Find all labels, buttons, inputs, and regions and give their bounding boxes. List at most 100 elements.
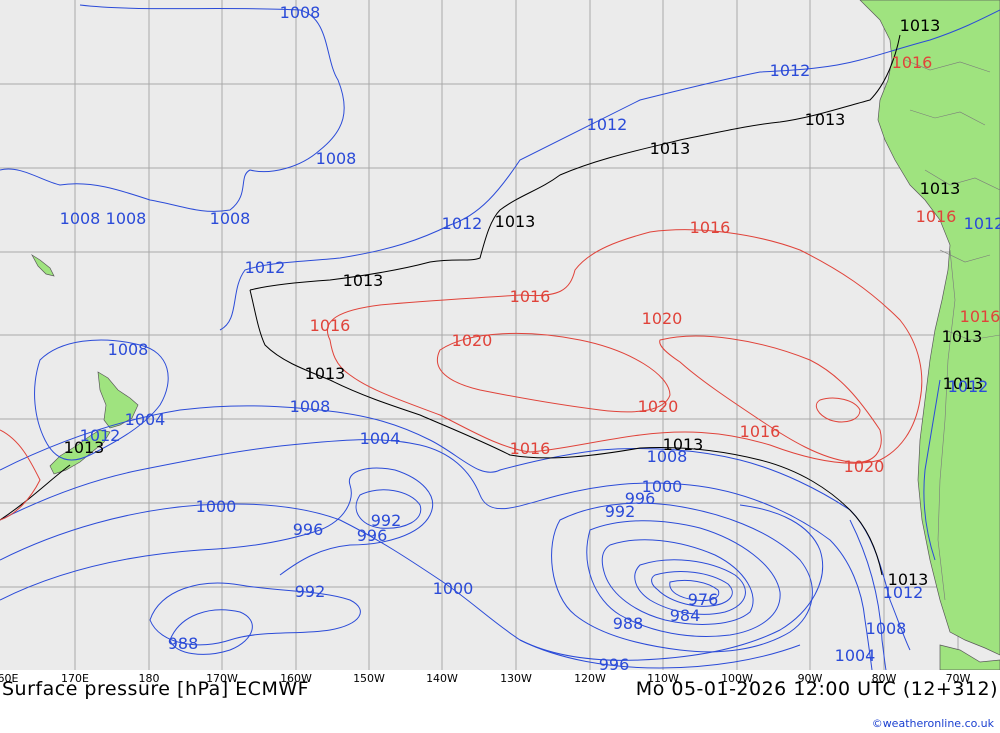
isobar-label: 1008 [866, 619, 907, 638]
isobar-label: 996 [625, 489, 656, 508]
isobar-992-southwest [149, 582, 361, 646]
isobar-984-east [634, 559, 746, 615]
isobar-1013-north [249, 34, 901, 291]
isobar-label: 1008 [290, 397, 331, 416]
isobar-label: 1013 [942, 327, 983, 346]
longitude-label: 170W [206, 672, 238, 685]
longitude-label: 100W [721, 672, 753, 685]
isobar-1008-nz [34, 339, 169, 461]
isobar-1013-main [249, 289, 883, 576]
isobar-label: 992 [295, 582, 326, 601]
isobar-labels: 1008 1008 1008 1008 1008 1012 1012 1012 … [60, 3, 1000, 670]
isobar-988-east [601, 539, 754, 625]
isobar-1016 [327, 229, 923, 464]
isobar-label: 992 [605, 502, 636, 521]
isobar-label: 1016 [690, 218, 731, 237]
isobar-label: 1012 [587, 115, 628, 134]
isobar-1008-southeast [849, 519, 887, 670]
isobar-label: 1012 [442, 214, 483, 233]
surface-pressure-map: 1008 1008 1008 1008 1008 1012 1012 1012 … [0, 0, 1000, 670]
longitude-label: 160W [280, 672, 312, 685]
isobar-label: 1016 [892, 53, 933, 72]
isobar-label: 1016 [510, 439, 551, 458]
isobar-1012-north [219, 9, 1000, 331]
isobar-1020-cell [815, 397, 861, 423]
isobar-label: 1013 [305, 364, 346, 383]
longitude-label: 60E [0, 672, 19, 685]
isobar-996-east [551, 502, 813, 653]
longitude-label: 140W [426, 672, 458, 685]
land-masses [31, 0, 1000, 670]
isobar-1008-north [0, 4, 345, 212]
isobar-label: 996 [599, 655, 630, 670]
longitude-label: 150W [353, 672, 385, 685]
isobar-label: 1013 [650, 139, 691, 158]
isobar-label: 1013 [888, 570, 929, 589]
isobar-988-southwest [169, 609, 253, 655]
isobar-label: 1016 [916, 207, 957, 226]
isobar-label: 1020 [638, 397, 679, 416]
isobar-label: 1000 [196, 497, 237, 516]
isobar-label: 1008 [647, 447, 688, 466]
isobar-label: 1020 [452, 331, 493, 350]
isobar-label: 1016 [960, 307, 1000, 326]
isobar-976-east [669, 579, 720, 601]
isobar-label: 984 [670, 606, 701, 625]
isobar-label: 1020 [844, 457, 885, 476]
isobar-label: 988 [168, 634, 199, 653]
isobar-label: 1013 [943, 374, 984, 393]
longitude-label: 90W [797, 672, 823, 685]
isobar-label: 1013 [64, 438, 105, 457]
isobar-996-west [0, 467, 433, 601]
isobar-992-west-cell [355, 489, 422, 529]
south-america-land [859, 0, 1000, 656]
map-title: Surface pressure [hPa] ECMWF [2, 678, 310, 700]
isobar-label: 1012 [964, 214, 1000, 233]
isobar-label: 1012 [948, 377, 989, 396]
isobar-label: 996 [293, 520, 324, 539]
isobar-label: 1013 [805, 110, 846, 129]
isobar-label: 1016 [510, 287, 551, 306]
isobar-label: 1013 [920, 179, 961, 198]
isobar-label: 1012 [770, 61, 811, 80]
isobar-label: 1013 [900, 16, 941, 35]
isobar-1000-south [0, 503, 824, 661]
isobar-1013-nz [0, 464, 71, 521]
isobar-1020 [437, 332, 671, 413]
longitude-label: 170E [61, 672, 89, 685]
longitude-label: 120W [574, 672, 606, 685]
credit-link[interactable]: ©weatheronline.co.uk [871, 717, 994, 730]
isobar-label: 992 [371, 511, 402, 530]
longitude-label: 130W [500, 672, 532, 685]
longitude-label: 80W [871, 672, 897, 685]
isobar-label: 976 [688, 590, 719, 609]
isobar-label: 1020 [642, 309, 683, 328]
isobar-label: 1016 [310, 316, 351, 335]
isobar-label: 988 [613, 614, 644, 633]
isobar-label: 1012 [245, 258, 286, 277]
isobar-label: 1004 [835, 646, 876, 665]
isobar-label: 1013 [663, 435, 704, 454]
isobar-label: 1013 [495, 212, 536, 231]
isobar-label: 1004 [125, 410, 166, 429]
isobar-1012-coast [923, 379, 941, 561]
isobar-992-east [586, 520, 781, 637]
isobar-label: 1008 [210, 209, 251, 228]
isobar-label: 1008 [316, 149, 357, 168]
antarctic-peninsula-tip [939, 644, 1000, 670]
longitude-label: 110W [647, 672, 679, 685]
isobars-high [0, 229, 923, 521]
country-borders [904, 59, 1000, 601]
longitude-label: 70W [945, 672, 971, 685]
isobars-low [0, 4, 1000, 670]
isobar-label: 1013 [343, 271, 384, 290]
isobar-1020-east [659, 335, 882, 463]
isobars-ref [0, 34, 901, 576]
isobar-label: 1008 [106, 209, 147, 228]
new-zealand-south-island [49, 429, 111, 475]
isobar-label: 1008 [280, 3, 321, 22]
isobar-label: 1016 [740, 422, 781, 441]
forecast-datetime: Mo 05-01-2026 12:00 UTC (12+312) [635, 678, 998, 700]
isobar-980-east [651, 571, 733, 607]
isobar-label: 1008 [108, 340, 149, 359]
